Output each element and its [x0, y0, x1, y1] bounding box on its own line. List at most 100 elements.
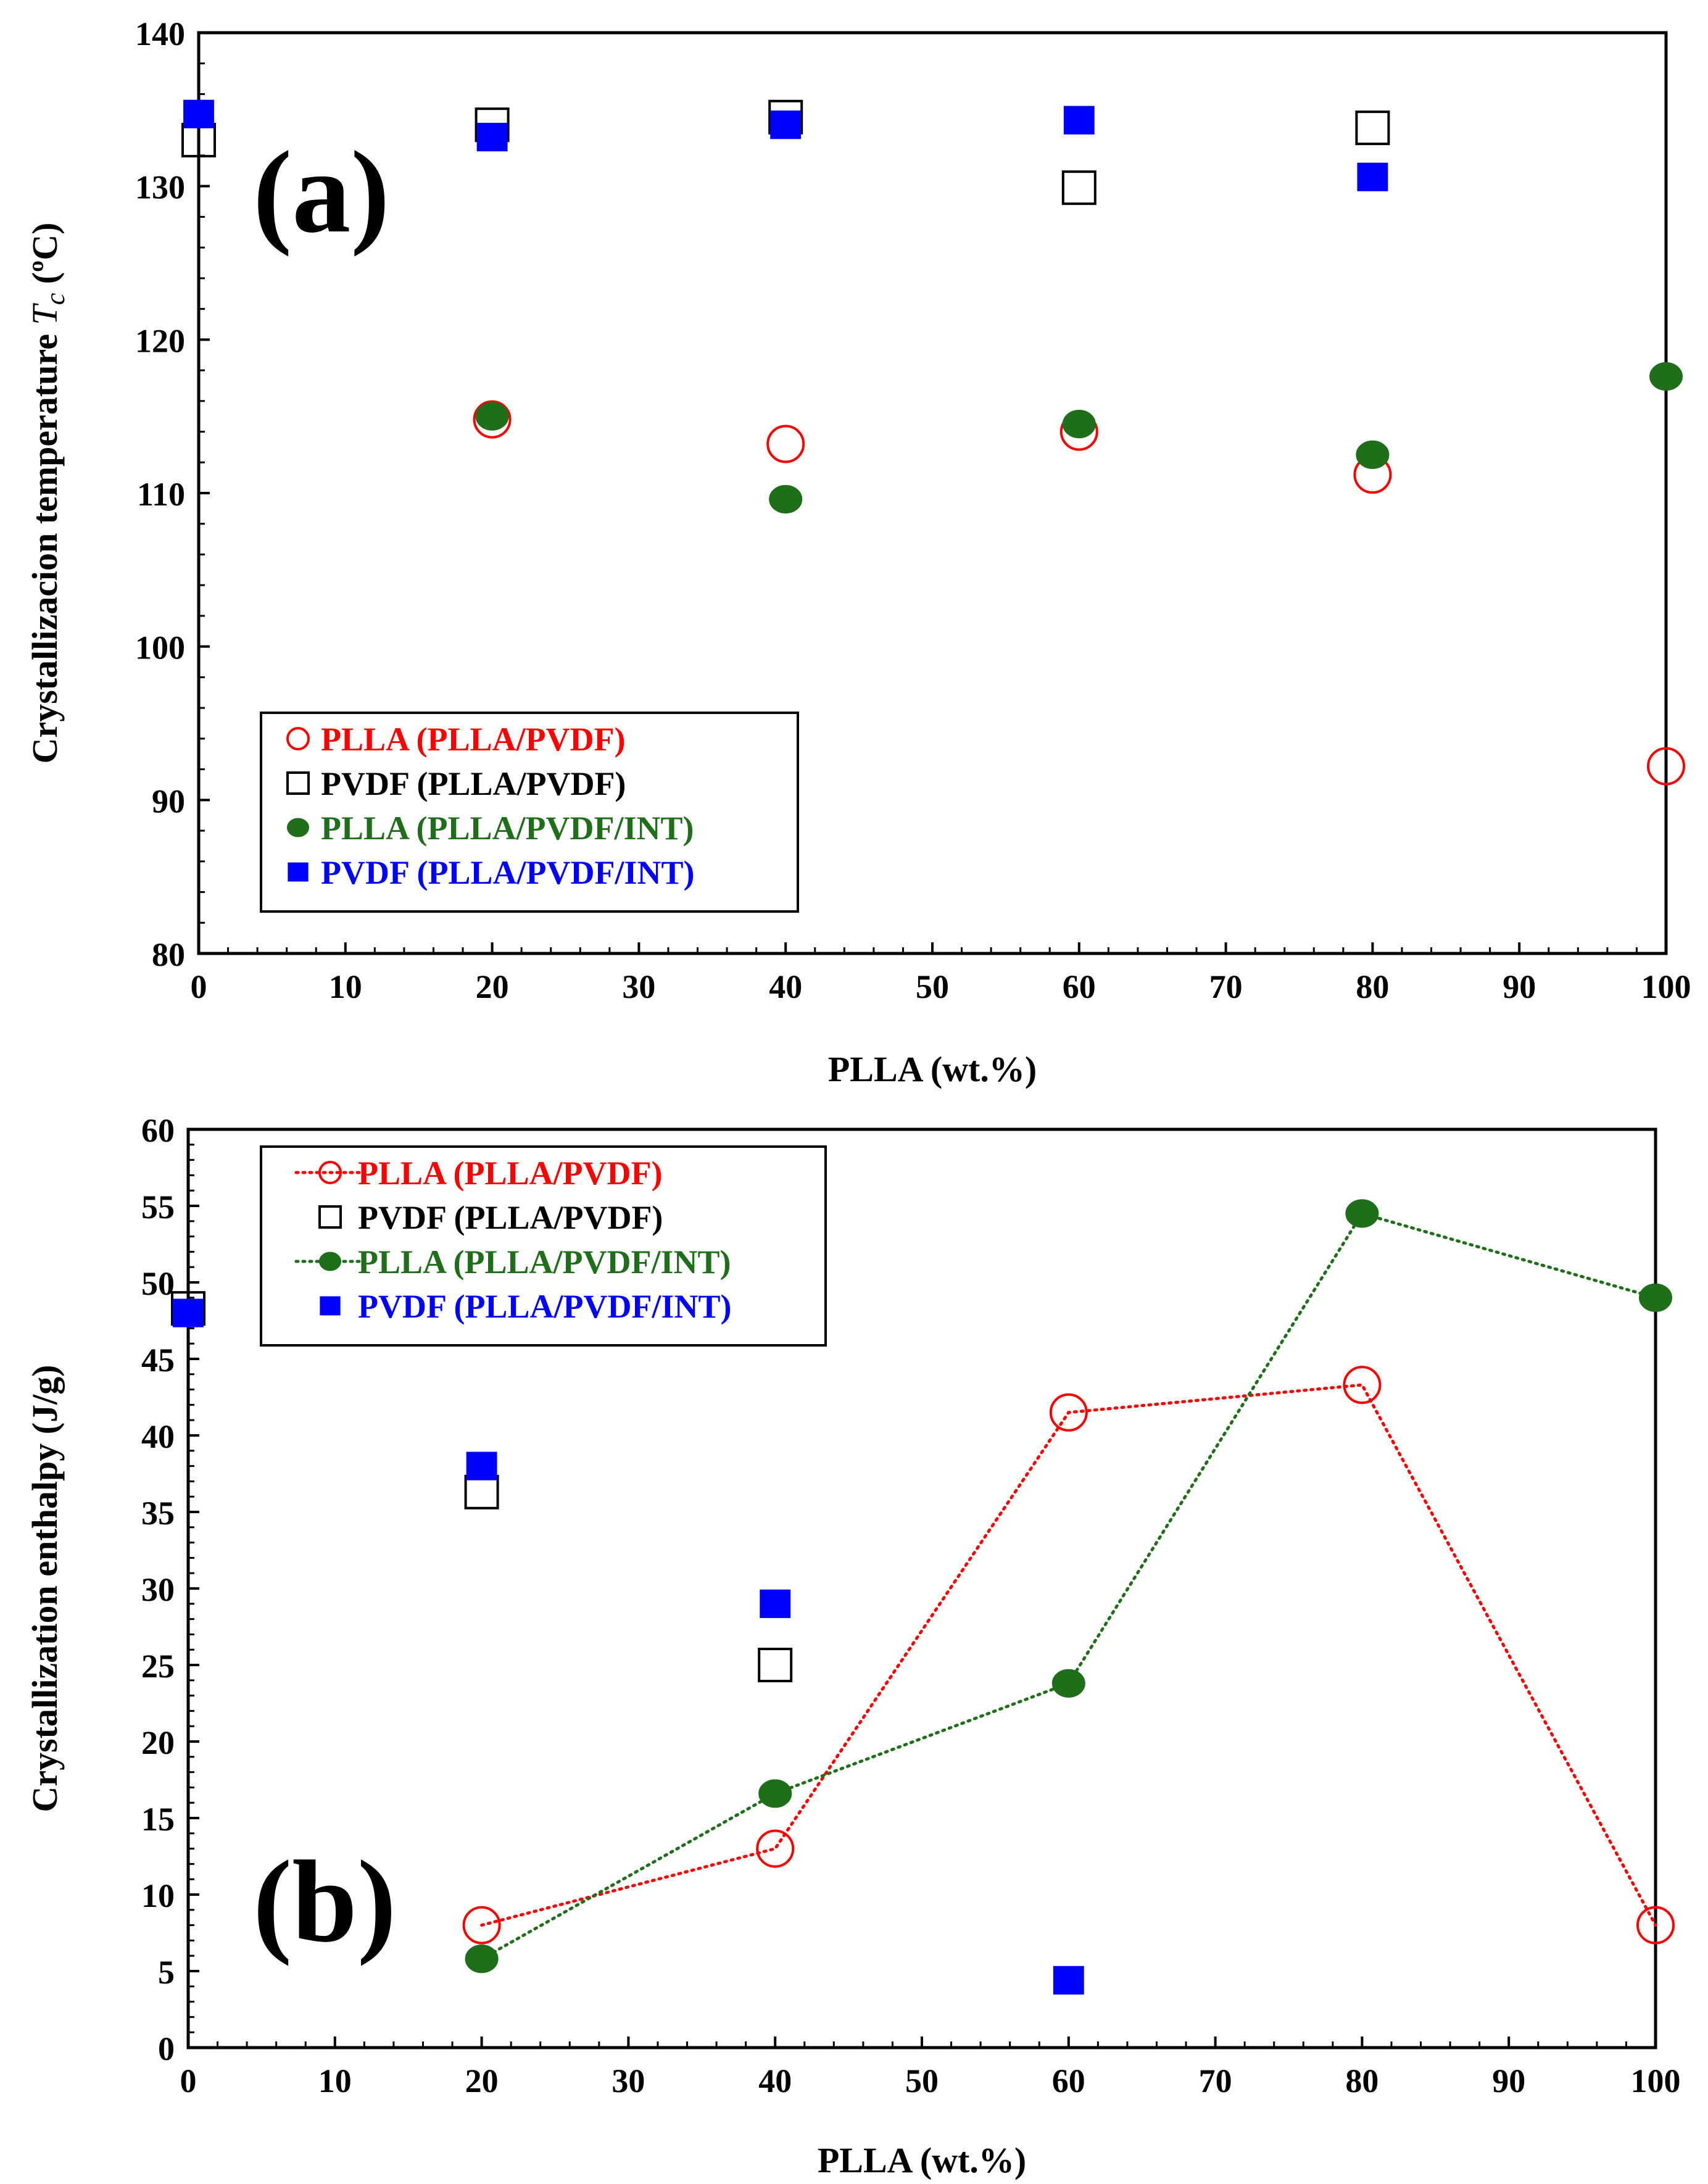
y-tick-label: 60	[141, 1112, 175, 1149]
y-tick-label: 120	[135, 322, 185, 359]
panel-label-a: (a)	[253, 128, 390, 257]
y-tick-label: 10	[141, 1877, 175, 1914]
y-tick-label: 45	[141, 1342, 175, 1379]
data-point	[758, 1648, 793, 1682]
y-axis-title-a-text: Crystallizacion temperature	[25, 325, 65, 764]
legend-marker	[318, 1161, 342, 1184]
data-point	[769, 484, 803, 514]
x-tick-label: 100	[1641, 968, 1691, 1005]
legend-label: PVDF (PLLA/PVDF)	[321, 765, 626, 802]
data-point	[760, 1589, 791, 1618]
x-tick-label: 20	[476, 968, 509, 1005]
x-tick-label: 50	[905, 2062, 939, 2099]
data-point	[183, 99, 214, 128]
legend-b: PLLA (PLLA/PVDF) PVDF (PLLA/PVDF) PLLA (PL…	[260, 1145, 827, 1347]
x-axis-title-b: PLLA (wt.%)	[818, 2140, 1026, 2180]
y-axis-title-a: Crystallizacion temperature Tc (ºC)	[25, 223, 70, 764]
data-point	[173, 1298, 204, 1327]
x-tick-label: 40	[758, 2062, 792, 2099]
x-tick-label: 30	[611, 2062, 645, 2099]
x-tick-label: 60	[1063, 968, 1096, 1005]
x-tick-label: 30	[622, 968, 655, 1005]
y-tick-label: 100	[135, 629, 185, 666]
data-point	[1343, 1366, 1382, 1405]
legend-label: PLLA (PLLA/PVDF/INT)	[321, 810, 694, 847]
legend-label: PVDF (PLLA/PVDF/INT)	[358, 1288, 731, 1325]
y-tick-label: 110	[137, 476, 185, 513]
legend-marker	[318, 1205, 342, 1229]
data-point	[1357, 162, 1388, 191]
x-tick-label: 90	[1503, 968, 1536, 1005]
x-tick-label: 10	[318, 2062, 352, 2099]
legend-marker	[286, 727, 310, 750]
legend-marker	[288, 862, 309, 882]
x-tick-label: 80	[1356, 968, 1389, 1005]
data-point	[758, 1779, 792, 1808]
legend-box	[260, 712, 799, 913]
y-tick-label: 20	[141, 1724, 175, 1761]
series-line	[480, 1383, 1657, 1927]
y-tick-label: 140	[135, 15, 185, 52]
legend-box	[260, 1145, 827, 1347]
data-point	[766, 425, 805, 463]
data-point	[1355, 110, 1390, 146]
data-point	[476, 122, 508, 152]
y-axis-title-b: Crystallization enthalpy (J/g)	[25, 1365, 65, 1812]
data-point	[1649, 362, 1683, 391]
legend-marker	[320, 1296, 341, 1316]
data-point	[1345, 1199, 1379, 1228]
y-tick-label: 90	[152, 783, 185, 820]
data-point	[1061, 170, 1097, 206]
legend-label: PLLA (PLLA/PVDF)	[358, 1155, 663, 1192]
y-tick-label: 130	[135, 169, 185, 206]
legend-label: PLLA (PLLA/PVDF)	[321, 721, 626, 758]
legend-marker	[319, 1252, 341, 1271]
x-tick-label: 50	[916, 968, 949, 1005]
data-point	[1051, 1669, 1085, 1698]
legend-label: PVDF (PLLA/PVDF)	[358, 1199, 663, 1236]
data-point	[1636, 1906, 1675, 1945]
data-point	[1647, 747, 1685, 786]
data-point	[770, 110, 802, 139]
x-tick-label: 80	[1345, 2062, 1378, 2099]
x-tick-label: 10	[329, 968, 362, 1005]
data-point	[1053, 1966, 1084, 1995]
data-point	[473, 400, 512, 439]
legend-a: PLLA (PLLA/PVDF) PVDF (PLLA/PVDF) PLLA (PL…	[260, 712, 799, 913]
x-tick-label: 60	[1052, 2062, 1085, 2099]
x-tick-label: 70	[1199, 2062, 1232, 2099]
legend-label: PVDF (PLLA/PVDF/INT)	[321, 854, 694, 891]
data-point	[1639, 1283, 1672, 1312]
x-axis-title-a: PLLA (wt.%)	[828, 1049, 1037, 1089]
y-tick-label: 25	[141, 1648, 175, 1685]
data-point	[465, 1945, 499, 1974]
y-tick-label: 35	[141, 1495, 175, 1532]
y-tick-label: 50	[141, 1265, 175, 1302]
x-tick-label: 20	[465, 2062, 499, 2099]
x-tick-label: 40	[769, 968, 802, 1005]
y-tick-label: 40	[141, 1418, 175, 1455]
x-tick-label: 0	[180, 2062, 197, 2099]
x-tick-label: 0	[191, 968, 207, 1005]
y-tick-label: 5	[158, 1954, 175, 1991]
data-point	[1063, 106, 1095, 135]
data-point	[1356, 440, 1390, 469]
chart-panel-b: 0 5 10 15 20 25 30 35 40 45 50 55 60 0 10 20 30 40 50 60 70…	[25, 1112, 1681, 2180]
x-tick-label: 100	[1631, 2062, 1681, 2099]
y-tick-label: 80	[152, 936, 185, 973]
legend-marker	[286, 771, 310, 795]
chart-panel-a: 80 90 100 110 120 130 140 0 10 20 30 40 50 60 70 80 90 1…	[25, 15, 1691, 1089]
y-axis-title-a-symbol: T	[25, 303, 65, 325]
y-tick-label: 55	[141, 1189, 175, 1226]
panel-label-b: (b)	[253, 1837, 396, 1967]
data-point	[462, 1906, 501, 1945]
y-tick-label: 15	[141, 1801, 175, 1838]
x-tick-label: 70	[1209, 968, 1243, 1005]
x-tick-label: 90	[1492, 2062, 1525, 2099]
y-tick-label: 0	[158, 2030, 175, 2067]
legend-marker	[287, 818, 309, 837]
y-axis-title-a-unit: (ºC)	[25, 223, 65, 293]
data-point	[1049, 1393, 1088, 1432]
y-axis-title-a-subscript: c	[40, 293, 70, 305]
